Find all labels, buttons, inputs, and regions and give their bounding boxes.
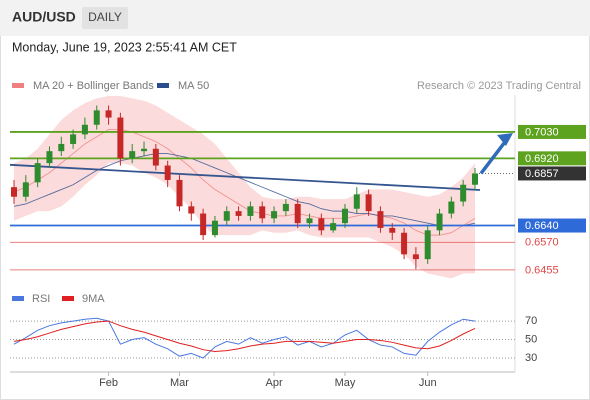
candle-body: [259, 206, 266, 219]
y-tick-label: 70: [525, 315, 537, 327]
rsi-line: [13, 317, 476, 359]
candle-body: [22, 182, 29, 197]
ma-line: [13, 129, 476, 236]
x-tick-label: Jun: [419, 377, 437, 389]
symbol: AUD/USD: [12, 9, 76, 25]
candle-body: [282, 203, 289, 212]
interval: DAILY: [88, 10, 122, 24]
level-label-box: [518, 218, 586, 233]
level-label: 0.6640: [525, 220, 559, 232]
candle-body: [436, 213, 443, 231]
candle-body: [129, 151, 136, 159]
candle-body: [353, 194, 360, 209]
candle-body: [318, 218, 325, 231]
level-label-box: [518, 124, 586, 139]
x-tick-label: Feb: [99, 377, 118, 389]
candle-body: [330, 223, 337, 231]
legend-label: 9MA: [82, 293, 105, 305]
level-label-box: [518, 166, 586, 181]
legend-swatch: [62, 296, 74, 301]
y-tick-label: 30: [525, 352, 537, 364]
credit: Research © 2023 Trading Central: [417, 80, 581, 92]
forecast-arrow: [479, 140, 507, 175]
candle-body: [294, 203, 301, 224]
candle-body: [34, 163, 41, 183]
level-label: 0.7030: [525, 126, 559, 138]
candle-body: [235, 211, 242, 216]
ma-line: [13, 153, 476, 226]
legend-label: MA 20 + Bollinger Bands: [33, 80, 154, 92]
candle-body: [365, 194, 372, 212]
candle-body: [472, 173, 478, 185]
legend-swatch: [157, 83, 169, 88]
level-label: 0.6857: [525, 168, 559, 180]
bollinger-band: [14, 95, 475, 279]
x-tick-label: Apr: [265, 377, 282, 389]
level-label-box: [518, 151, 586, 166]
level-label: 0.6455: [525, 264, 559, 276]
candle-body: [211, 220, 218, 236]
y-tick-label: 50: [525, 333, 537, 345]
legend-label: MA 50: [178, 80, 209, 92]
candle-body: [141, 148, 148, 152]
candle-body: [176, 179, 183, 207]
candle-body: [341, 208, 348, 224]
candle-body: [401, 232, 408, 255]
candle-body: [389, 227, 396, 233]
candle-body: [58, 143, 65, 152]
candle-body: [412, 254, 419, 260]
legend-swatch: [12, 296, 24, 301]
candle-body: [424, 230, 431, 260]
candle-body: [188, 206, 195, 214]
candle-body: [70, 134, 77, 144]
legend-label: RSI: [32, 293, 50, 305]
level-label: 0.6570: [525, 237, 559, 249]
candle-body: [223, 211, 230, 221]
candle-body: [306, 218, 313, 224]
candle-body: [271, 211, 278, 219]
candle-body: [200, 213, 207, 236]
candle-body: [448, 201, 455, 214]
candle-body: [11, 187, 17, 197]
candle-body: [46, 151, 53, 164]
candle-body: [105, 110, 112, 118]
rsi-line: [13, 320, 476, 353]
interval-box: [82, 7, 128, 29]
candle-body: [152, 148, 159, 166]
candle-body: [93, 110, 100, 125]
candle-body: [117, 117, 124, 159]
candle-body: [460, 184, 467, 202]
candle-body: [81, 124, 88, 135]
x-tick-label: May: [335, 377, 356, 389]
level-label: 0.6920: [525, 153, 559, 165]
x-tick-label: Mar: [170, 377, 189, 389]
legend-swatch: [12, 83, 24, 88]
candle-body: [377, 211, 384, 228]
timestamp: Monday, June 19, 2023 2:55:41 AM CET: [12, 40, 237, 54]
candle-body: [164, 165, 171, 180]
candle-body: [247, 206, 254, 216]
trendline: [9, 163, 481, 191]
forecast-arrowhead: [497, 132, 513, 146]
